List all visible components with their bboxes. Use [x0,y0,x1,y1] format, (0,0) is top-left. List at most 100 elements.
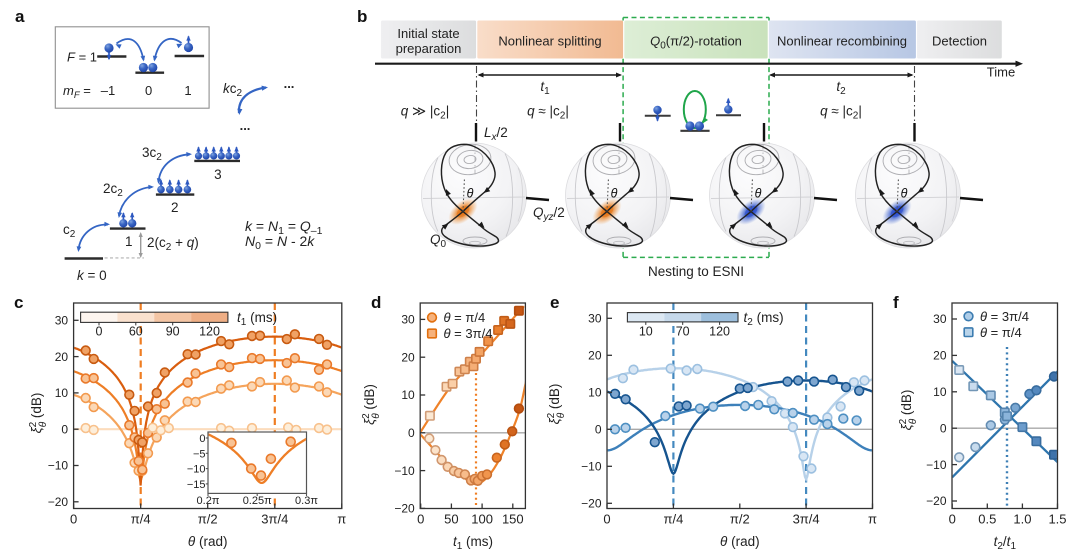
svg-text:b: b [357,7,367,26]
svg-text:20: 20 [55,350,69,364]
svg-text:0.3π: 0.3π [295,495,318,507]
svg-text:c: c [14,293,23,312]
svg-text:t2 (ms): t2 (ms) [744,310,784,328]
svg-text:2(c2 + q): 2(c2 + q) [147,235,199,253]
svg-text:Nonlinear recombining: Nonlinear recombining [777,34,907,49]
svg-text:θ (rad): θ (rad) [720,534,760,549]
svg-text:t2/t1: t2/t1 [994,534,1017,552]
svg-text:a: a [15,7,25,26]
svg-text:π/2: π/2 [730,512,750,527]
svg-text:mF =: mF = [63,83,91,101]
svg-text:10: 10 [55,386,69,400]
svg-text:90: 90 [166,325,180,339]
svg-text:t1 (ms): t1 (ms) [453,534,493,552]
svg-text:0: 0 [949,512,956,527]
svg-text:Lx/2: Lx/2 [484,125,508,143]
svg-text:−20: −20 [394,502,415,516]
svg-text:θ = π/4: θ = π/4 [980,325,1022,340]
svg-text:10: 10 [401,388,415,402]
svg-text:ξ2θ (dB): ξ2θ (dB) [546,384,567,425]
svg-text:q ≈ |c2|: q ≈ |c2| [527,104,569,122]
svg-text:0: 0 [70,512,77,527]
svg-text:30: 30 [933,312,947,326]
svg-text:120: 120 [199,325,220,339]
svg-text:e: e [550,293,559,312]
svg-text:ξ2θ (dB): ξ2θ (dB) [898,390,919,431]
svg-text:0: 0 [61,422,68,436]
svg-text:3: 3 [214,167,222,182]
svg-text:0: 0 [145,83,152,98]
svg-text:d: d [371,293,381,312]
svg-text:k = N1 = Q–1: k = N1 = Q–1 [245,218,323,237]
svg-text:30: 30 [588,312,602,326]
svg-text:70: 70 [676,325,690,339]
svg-text:0: 0 [940,421,947,435]
svg-text:t1 (ms): t1 (ms) [237,310,277,328]
svg-text:θ: θ [467,187,474,201]
svg-text:Q0: Q0 [430,232,447,250]
svg-text:50: 50 [444,512,458,527]
svg-text:−20: −20 [581,497,602,511]
svg-text:2: 2 [171,200,179,215]
svg-text:Initial state: Initial state [397,26,459,41]
svg-text:–1: –1 [101,83,115,98]
svg-text:π/2: π/2 [198,512,218,527]
svg-text:100: 100 [471,512,493,527]
svg-text:θ: θ [901,187,908,201]
svg-text:θ (rad): θ (rad) [188,534,228,549]
svg-text:3π/4: 3π/4 [261,512,288,527]
svg-text:−20: −20 [48,495,69,509]
svg-text:f: f [893,293,899,312]
svg-text:0: 0 [595,423,602,437]
svg-text:k = 0: k = 0 [77,268,107,283]
svg-text:Detection: Detection [932,34,987,49]
svg-text:−10: −10 [926,458,947,472]
svg-text:−10: −10 [187,464,206,476]
svg-text:F = 1: F = 1 [67,50,97,65]
svg-text:q ≫ |c2|: q ≫ |c2| [401,104,450,122]
svg-text:0: 0 [199,433,205,445]
svg-text:30: 30 [401,313,415,327]
svg-text:0: 0 [603,512,610,527]
svg-text:20: 20 [401,350,415,364]
svg-text:Q0(π/2)-rotation: Q0(π/2)-rotation [650,34,742,52]
svg-text:θ = 3π/4: θ = 3π/4 [980,309,1029,324]
svg-text:π/4: π/4 [131,512,151,527]
svg-text:0.2π: 0.2π [197,495,220,507]
svg-text:π/4: π/4 [663,512,683,527]
svg-text:0: 0 [96,325,103,339]
svg-text:Time: Time [987,65,1015,80]
svg-text:−10: −10 [394,464,415,478]
svg-text:20: 20 [933,349,947,363]
svg-text:10: 10 [933,385,947,399]
svg-text:t2: t2 [836,79,846,97]
svg-text:−20: −20 [926,494,947,508]
svg-text:Qyz/2: Qyz/2 [533,205,565,223]
svg-text:20: 20 [588,349,602,363]
svg-text:1.0: 1.0 [1013,512,1031,527]
svg-text:10: 10 [588,386,602,400]
svg-text:−5: −5 [193,448,206,460]
svg-text:−15: −15 [187,479,206,491]
svg-text:...: ... [284,76,295,91]
svg-text:θ: θ [755,187,762,201]
svg-text:1: 1 [184,83,191,98]
svg-text:60: 60 [129,325,143,339]
svg-text:θ = 3π/4: θ = 3π/4 [444,326,493,341]
svg-text:120: 120 [709,325,730,339]
svg-text:preparation: preparation [396,41,462,56]
svg-text:...: ... [240,118,251,133]
svg-text:1: 1 [125,234,133,249]
svg-text:10: 10 [639,325,653,339]
svg-text:−10: −10 [581,460,602,474]
svg-text:Nesting to ESNI: Nesting to ESNI [648,264,744,279]
svg-text:q ≈ |c2|: q ≈ |c2| [820,104,862,122]
svg-text:0: 0 [417,512,424,527]
svg-text:Nonlinear splitting: Nonlinear splitting [498,34,601,49]
svg-text:0.25π: 0.25π [243,495,272,507]
svg-text:30: 30 [55,314,69,328]
svg-text:3π/4: 3π/4 [793,512,820,527]
svg-text:150: 150 [502,512,524,527]
svg-text:0.5: 0.5 [978,512,996,527]
svg-text:−10: −10 [48,459,69,473]
